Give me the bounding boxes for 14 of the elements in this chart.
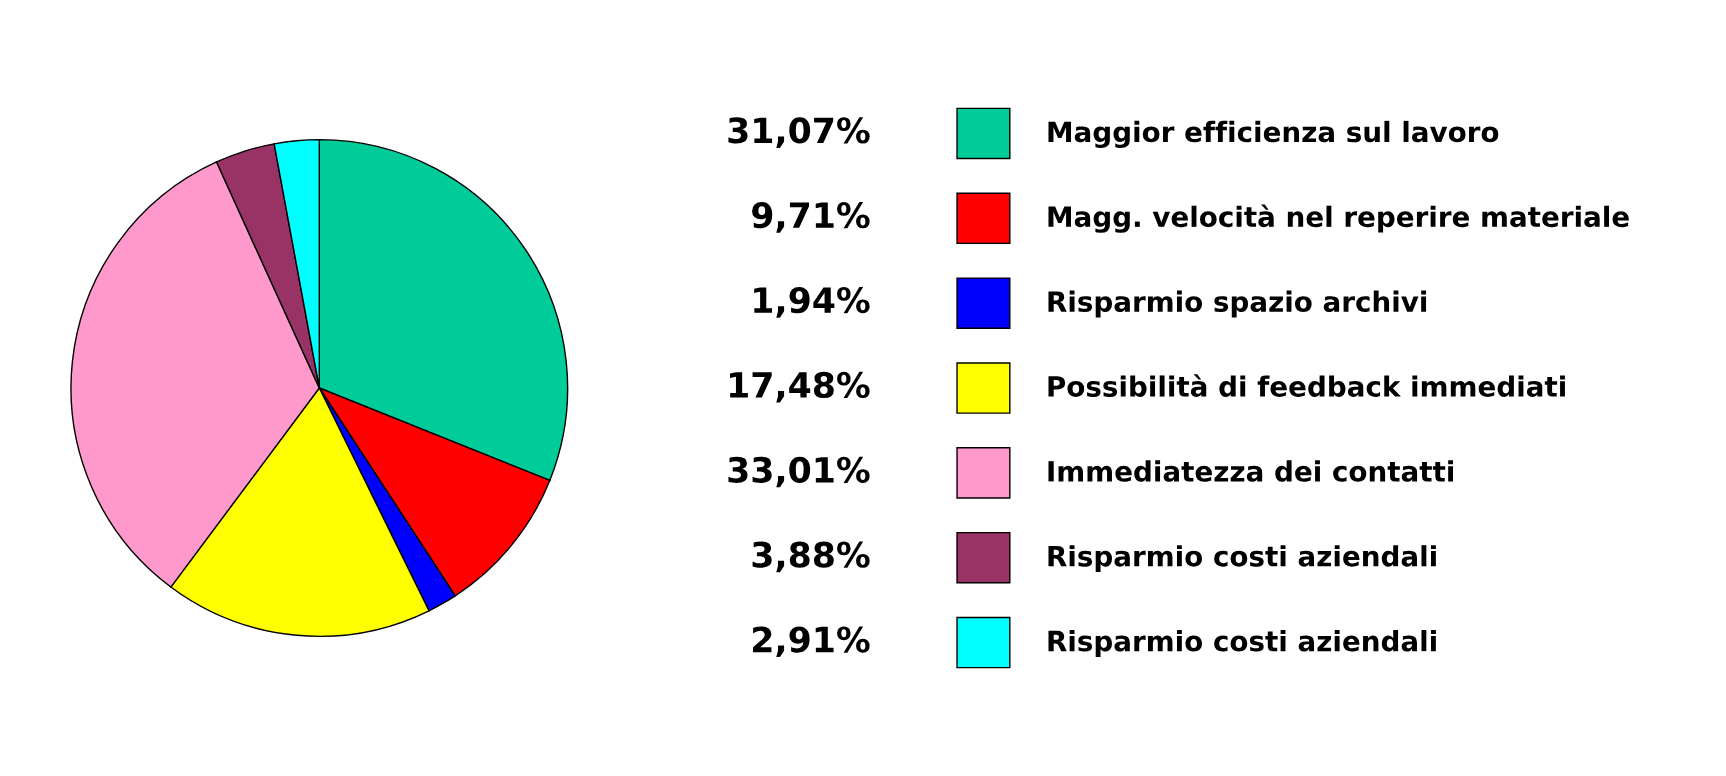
legend-label: Immediatezza dei contatti (1048, 460, 1454, 482)
data-label: 3,88% (752, 541, 870, 573)
data-label: 9,71% (752, 202, 870, 233)
legend-label: Risparmio costi aziendali (1048, 630, 1436, 657)
legend-label: Risparmio costi aziendali (1048, 545, 1436, 573)
legend-label: Risparmio spazio archivi (1048, 290, 1427, 318)
data-label: 1,94% (754, 286, 870, 318)
legend-label: Maggior efficienza sul lavoro (1048, 120, 1499, 148)
data-label: 2,91% (753, 626, 870, 658)
legend-label: Magg. velocità nel reperire materiale (1048, 204, 1629, 233)
data-label: 33,01% (728, 456, 870, 488)
data-label: 17,48% (730, 371, 870, 403)
legend-label: Possibilità di feedback immediati (1048, 374, 1565, 397)
data-label: 31,07% (728, 117, 870, 148)
